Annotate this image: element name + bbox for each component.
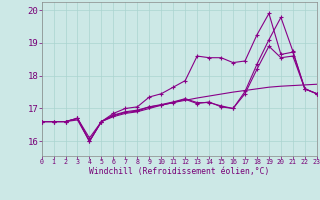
X-axis label: Windchill (Refroidissement éolien,°C): Windchill (Refroidissement éolien,°C) <box>89 167 269 176</box>
